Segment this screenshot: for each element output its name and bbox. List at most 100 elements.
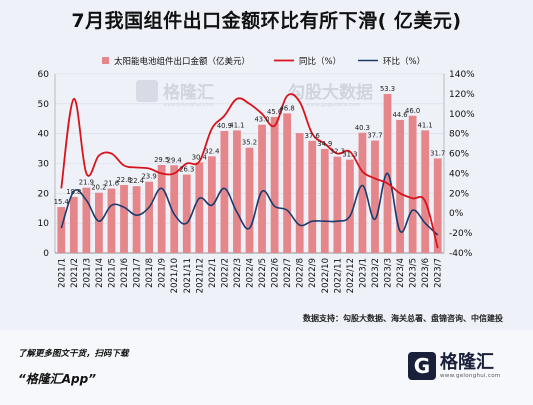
bar-label: 22.4 [129, 177, 144, 185]
legend-mom-label: 环比（%） [383, 56, 425, 67]
right-axis-tick: 100% [449, 110, 475, 120]
x-tick-label: 2021/12 [195, 258, 205, 293]
legend-yoy-label: 同比（%） [299, 56, 341, 67]
bar-label: 40.3 [355, 124, 370, 132]
left-axis-tick: 0 [43, 249, 49, 259]
bar [170, 165, 179, 253]
bar-label: 32.3 [330, 148, 345, 156]
right-axis-tick: -40% [449, 249, 473, 259]
bar [95, 192, 103, 253]
bar-label: 31.3 [342, 151, 357, 159]
bar-label: 21.9 [79, 179, 94, 187]
bar [107, 188, 116, 253]
bar-label: 23.9 [142, 173, 157, 181]
legend-bar-swatch [102, 57, 109, 64]
bar-label: 29.4 [167, 156, 182, 164]
watermark-gg-name: 勾股大数据 [288, 82, 373, 103]
bar [258, 124, 266, 253]
bar [145, 181, 154, 253]
footer: 了解更多图文干货，扫码下载 “格隆汇App” G 格隆汇 www.gelongh… [0, 330, 533, 405]
bar [57, 207, 66, 253]
bar-label: 45.6 [267, 108, 282, 116]
bar-label: 20.2 [91, 184, 106, 192]
bar-label: 37.7 [367, 132, 382, 140]
chart-title: 7月我国组件出口金额环比有所下滑( 亿美元) [71, 10, 462, 32]
logo-icon: G [408, 352, 436, 380]
x-tick-label: 2023/5 [409, 258, 419, 288]
x-tick-label: 2022/1 [208, 258, 218, 288]
bar-label: 40.9 [217, 122, 232, 130]
bar-label: 37.6 [305, 132, 320, 140]
bar-label: 41.1 [418, 121, 433, 129]
bar [132, 186, 141, 253]
bar-label: 30.4 [192, 153, 207, 161]
bar [371, 140, 379, 253]
x-tick-label: 2022/2 [220, 258, 230, 288]
x-tick-label: 2022/11 [333, 258, 343, 293]
watermark-logo-icon [136, 80, 158, 102]
bar [433, 158, 442, 253]
bar-label: 43.0 [254, 116, 269, 124]
x-tick-label: 2022/12 [346, 258, 356, 293]
left-axis-tick: 50 [38, 100, 50, 110]
x-tick-label: 2021/4 [95, 258, 105, 288]
bar [220, 130, 229, 253]
bar-label: 29.5 [154, 156, 169, 164]
bar [421, 130, 430, 253]
x-tick-label: 2021/3 [82, 258, 92, 288]
mom-line [60, 172, 439, 236]
bar-label: 15.4 [54, 198, 69, 206]
bar [358, 132, 367, 253]
left-axis-tick: 20 [38, 189, 50, 199]
x-tick-label: 2021/10 [170, 258, 180, 293]
x-tick-label: 2021/7 [133, 258, 143, 288]
right-axis-tick: 140% [449, 70, 475, 80]
right-axis-tick: 40% [449, 169, 469, 179]
bar [82, 187, 91, 253]
watermark-logo-name: 格隆汇 [163, 82, 214, 103]
x-tick-label: 2021/9 [158, 258, 168, 288]
bar-label: 53.3 [380, 85, 395, 93]
bar [408, 115, 417, 254]
bar [270, 116, 279, 254]
x-tick-label: 2021/8 [145, 258, 155, 288]
app-name: “格隆汇App” [18, 372, 96, 386]
bar [233, 130, 241, 253]
yoy-line [60, 93, 439, 249]
bar-label: 34.9 [317, 140, 332, 148]
logo-name: 格隆汇 [440, 352, 494, 373]
x-tick-label: 2022/5 [258, 258, 268, 288]
bar [157, 164, 166, 253]
x-tick-label: 2023/3 [384, 258, 394, 288]
bar [295, 133, 304, 253]
right-axis-tick: 0% [449, 209, 464, 219]
bar [396, 119, 404, 254]
x-tick-label: 2023/1 [358, 258, 368, 288]
x-tick-label: 2023/6 [421, 258, 431, 288]
bar [69, 196, 78, 253]
bar-label: 22.8 [116, 176, 131, 184]
x-tick-label: 2021/5 [107, 258, 117, 288]
bar [120, 184, 128, 253]
x-tick-label: 2022/4 [246, 258, 256, 288]
right-axis-tick: 20% [449, 189, 469, 199]
right-axis-tick: 120% [449, 90, 475, 100]
x-tick-label: 2022/6 [271, 258, 281, 288]
bar [308, 140, 317, 253]
bar-label: 41.1 [229, 121, 244, 129]
bar [245, 147, 254, 253]
x-tick-label: 2023/4 [396, 258, 406, 288]
x-tick-label: 2022/10 [321, 258, 331, 293]
bar-label: 46.8 [280, 104, 295, 112]
chart: 格隆汇 www.gelonghui.com 勾股大数据 www.gogudata.co… [6, 40, 528, 312]
download-hint: 了解更多图文干货，扫码下载 [18, 349, 129, 359]
x-tick-label: 2022/3 [233, 258, 243, 288]
watermark-logo-url: www.gelonghui.com [163, 102, 214, 108]
x-tick-label: 2022/8 [296, 258, 306, 288]
watermark-gg-url: www.gogudata.com [306, 102, 360, 108]
brand-logo: G 格隆汇 www.gelonghui.com [408, 352, 501, 380]
left-axis-tick: 10 [38, 219, 50, 229]
bar-label: 18.8 [66, 188, 81, 196]
bar [195, 162, 204, 253]
